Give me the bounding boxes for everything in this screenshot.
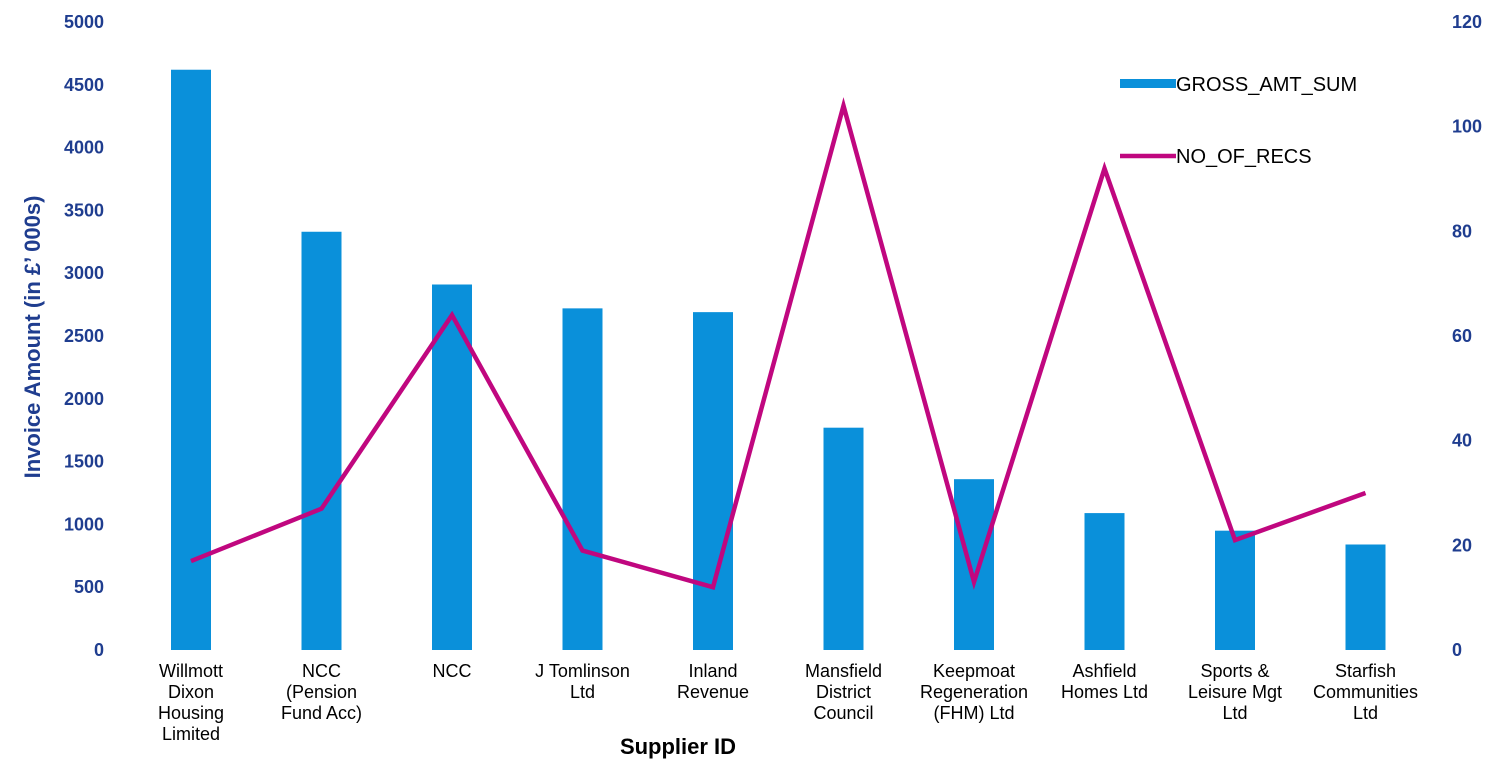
bar	[823, 427, 864, 650]
bar	[432, 284, 472, 650]
category-label: Ashfield Homes Ltd	[1061, 661, 1148, 702]
right-tick-label: 100	[1452, 117, 1482, 137]
bar	[693, 312, 733, 650]
legend-swatch-bar	[1120, 79, 1176, 88]
left-tick-label: 5000	[64, 12, 104, 32]
bar	[562, 308, 603, 650]
bar	[1345, 544, 1386, 650]
bar	[954, 479, 994, 650]
category-labels: Willmott Dixon Housing Limited NCC (Pension Fu…	[158, 661, 1418, 744]
left-tick-label: 0	[94, 640, 104, 660]
right-tick-label: 120	[1452, 12, 1482, 32]
right-tick-label: 20	[1452, 535, 1472, 555]
category-label: Inland Revenue	[677, 661, 749, 702]
y-axis-title: Invoice Amount (in £’ 000s)	[20, 196, 45, 479]
line-series	[190, 97, 1367, 590]
right-axis-ticks: 0 20 40 60 80 100 120	[1452, 12, 1482, 660]
left-tick-label: 1500	[64, 452, 104, 472]
right-tick-label: 60	[1452, 326, 1472, 346]
left-tick-label: 500	[74, 577, 104, 597]
bar	[1084, 513, 1125, 650]
left-tick-label: 2000	[64, 389, 104, 409]
category-label: NCC	[433, 661, 472, 681]
right-tick-label: 0	[1452, 640, 1462, 660]
bar-series	[171, 69, 1386, 650]
category-label: NCC (Pension Fund Acc)	[281, 661, 362, 723]
x-axis-title: Supplier ID	[620, 734, 736, 759]
left-tick-label: 4000	[64, 138, 104, 158]
category-label: Willmott Dixon Housing Limited	[158, 661, 224, 744]
legend-label-line: NO_OF_RECS	[1176, 146, 1312, 168]
right-tick-label: 40	[1452, 431, 1472, 451]
left-tick-label: 1000	[64, 514, 104, 534]
right-tick-label: 80	[1452, 221, 1472, 241]
bar	[301, 231, 342, 650]
category-label: Starfish Communities Ltd	[1313, 661, 1418, 723]
category-label: Sports & Leisure Mgt Ltd	[1188, 661, 1282, 723]
left-tick-label: 4500	[64, 75, 104, 95]
left-tick-label: 3000	[64, 263, 104, 283]
bar	[1215, 530, 1255, 650]
category-label: Mansfield District Council	[805, 661, 882, 723]
bar	[171, 69, 211, 650]
left-tick-label: 2500	[64, 326, 104, 346]
legend: GROSS_AMT_SUM NO_OF_RECS	[1120, 74, 1357, 168]
category-label: Keepmoat Regeneration (FHM) Ltd	[920, 661, 1028, 723]
legend-label-bar: GROSS_AMT_SUM	[1176, 74, 1357, 96]
category-label: J Tomlinson Ltd	[535, 661, 630, 702]
line-path	[190, 97, 1367, 590]
left-axis-ticks: 0 500 1000 1500 2000 2500 3000 3500 4000 4500 5000	[64, 12, 104, 660]
left-tick-label: 3500	[64, 200, 104, 220]
